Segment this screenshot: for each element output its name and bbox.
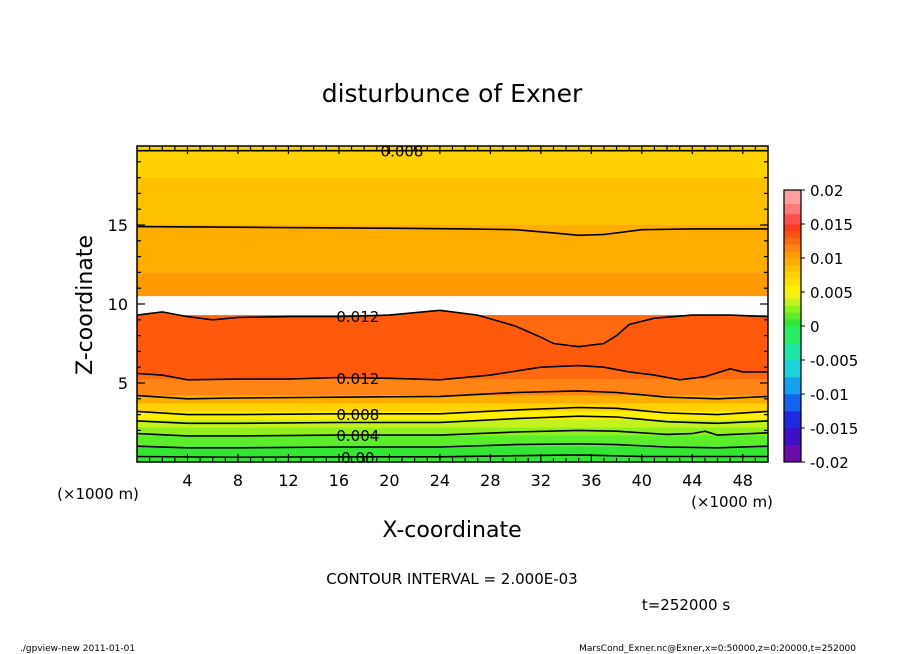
colorbar-swatch [784, 428, 801, 446]
colorbar-tick-label: -0.01 [810, 386, 849, 404]
contour-label: 0.008 [336, 406, 379, 424]
contour-line [137, 454, 768, 459]
colorbar-swatch [784, 285, 801, 293]
x-axis-label: X-coordinate [382, 518, 521, 543]
colorbar: 0.02 0.015 0.01 0.005 0 -0.005 -0.01 -0.015 -0.0… [783, 182, 858, 472]
colorbar-swatch [784, 203, 801, 215]
filled-band-core [137, 310, 768, 380]
x-tick-label: 36 [581, 471, 601, 490]
filled-band [137, 379, 768, 396]
filled-band [137, 177, 768, 225]
colorbar-swatch [784, 292, 801, 300]
x-tick-label: 28 [480, 471, 500, 490]
x-tick-label: 20 [379, 471, 399, 490]
colorbar-swatch [784, 298, 801, 306]
y-axis-label: Z-coordinate [73, 235, 98, 375]
x-tick-label: 12 [278, 471, 298, 490]
colorbar-swatch [784, 213, 801, 225]
contour-line [137, 415, 768, 425]
filled-band [137, 419, 768, 428]
colorbar-swatch [784, 411, 801, 429]
colorbar-swatch [784, 244, 801, 252]
footer-right: MarsCond_Exner.nc@Exner,x=0:50000,z=0:20… [579, 644, 856, 654]
x-tick-label: 24 [430, 471, 450, 490]
contour-line [137, 429, 768, 437]
x-tick-label: 48 [733, 471, 753, 490]
contour-label: 0.004 [336, 427, 379, 445]
filled-band [137, 395, 768, 404]
filled-band [137, 411, 768, 420]
colorbar-swatch [784, 377, 801, 395]
y-tick-label: 10 [108, 295, 128, 314]
footer-left: ./gpview-new 2011-01-01 [20, 644, 135, 654]
colorbar-tick-label: 0.005 [810, 284, 853, 302]
contour-line [137, 225, 768, 237]
filled-band [137, 225, 768, 273]
colorbar-swatch [784, 319, 801, 327]
filled-band [137, 272, 768, 297]
colorbar-swatch [784, 343, 801, 361]
filled-bands [137, 146, 768, 462]
y-tick-label: 15 [108, 216, 128, 235]
colorbar-swatch [784, 360, 801, 378]
colorbar-swatch [784, 251, 801, 259]
x-tick-label: 8 [233, 471, 243, 490]
colorbar-tick-label: -0.005 [810, 352, 858, 370]
y-tick-label: 5 [118, 374, 128, 393]
colorbar-tick-label: 0.02 [810, 182, 843, 200]
chart-title: disturbunce of Exner [322, 79, 583, 108]
colorbar-swatch [784, 237, 801, 245]
colorbar-swatch [784, 305, 801, 313]
y-axis: 5 10 15 [108, 161, 768, 447]
time-text: t=252000 s [642, 596, 730, 614]
filled-band [137, 435, 768, 447]
colorbar-swatch [784, 278, 801, 286]
colorbar-swatch [784, 271, 801, 279]
colorbar-swatch [784, 224, 801, 232]
filled-band [137, 403, 768, 412]
colorbar-swatch [784, 230, 801, 238]
x-tick-label: 44 [682, 471, 702, 490]
colorbar-swatch [784, 312, 801, 320]
filled-band [137, 427, 768, 436]
colorbar-tick-label: -0.02 [810, 454, 849, 472]
contour-line [137, 364, 768, 381]
x-tick-label: 40 [632, 471, 652, 490]
colorbar-swatch [784, 258, 801, 266]
x-unit-right: (×1000 m) [691, 493, 773, 511]
x-tick-label: 32 [531, 471, 551, 490]
colorbar-tick-label: -0.015 [810, 420, 858, 438]
contour-interval-text: CONTOUR INTERVAL = 2.000E-03 [326, 570, 577, 588]
contour-line [137, 406, 768, 416]
colorbar-tick-label: 0 [810, 318, 820, 336]
x-unit-left: (×1000 m) [57, 485, 139, 503]
colorbar-swatch [784, 445, 801, 463]
x-axis: 4 8 12 16 20 24 28 32 36 40 44 48 [149, 146, 756, 490]
colorbar-swatch [784, 190, 801, 204]
contour-line [137, 442, 768, 449]
contour-label: 0.00 [341, 449, 374, 467]
x-tick-label: 4 [182, 471, 192, 490]
x-tick-label: 16 [329, 471, 349, 490]
plot-area: 0.008 0.012 0.012 0.008 0.004 0.00 [136, 143, 769, 467]
contour-label: 0.008 [381, 143, 424, 161]
colorbar-swatch [784, 326, 801, 344]
colorbar-tick-label: 0.015 [810, 216, 853, 234]
colorbar-swatch [784, 264, 801, 272]
colorbar-swatch [784, 394, 801, 412]
filled-band [137, 446, 768, 462]
contour-line [137, 390, 768, 400]
contour-line [137, 309, 768, 348]
contour-label: 0.012 [336, 370, 379, 388]
colorbar-tick-label: 0.01 [810, 250, 843, 268]
contour-label: 0.012 [336, 308, 379, 326]
